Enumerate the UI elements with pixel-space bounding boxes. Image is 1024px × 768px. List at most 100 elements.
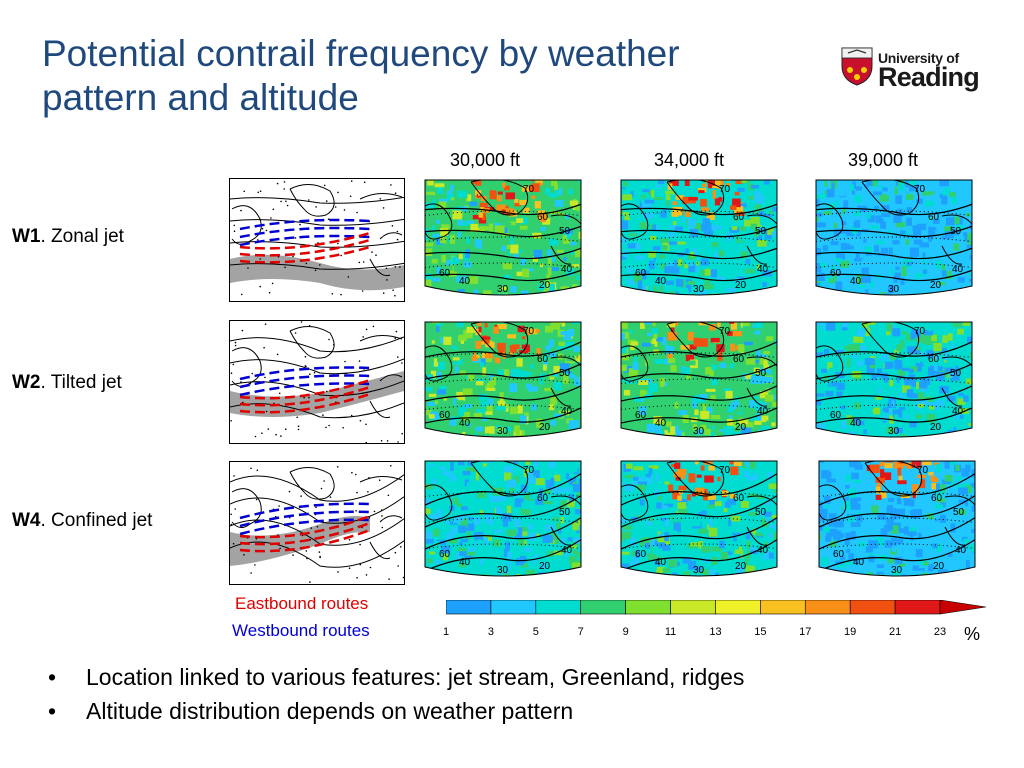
frequency-cell (758, 490, 762, 496)
frequency-cell (712, 180, 721, 188)
frequency-cell (818, 352, 823, 356)
frequency-cell (528, 577, 532, 581)
frequency-cell (831, 381, 838, 387)
frequency-cell (966, 378, 972, 385)
frequency-cell (918, 532, 922, 539)
frequency-cell (843, 200, 849, 209)
frequency-cell (637, 374, 643, 381)
frequency-cell (505, 431, 511, 437)
frequency-cell (836, 299, 846, 300)
frequency-cell (674, 402, 679, 409)
frequency-cell (968, 574, 972, 576)
frequency-cell (543, 364, 547, 371)
frequency-cell (622, 398, 627, 406)
colorbar-tick: 21 (888, 626, 902, 638)
frequency-cell (443, 265, 453, 271)
frequency-cell (662, 337, 667, 346)
frequency-cell (471, 356, 478, 361)
frequency-cell (699, 394, 708, 401)
dotted-contour-point (263, 346, 265, 349)
frequency-cell (497, 400, 506, 406)
frequency-cell (688, 197, 698, 201)
frequency-cell (673, 471, 683, 478)
frequency-cell (497, 293, 506, 295)
frequency-cell (691, 248, 699, 256)
frequency-cell (568, 556, 578, 565)
frequency-cell (855, 252, 860, 261)
frequency-cell (935, 293, 941, 295)
frequency-cell (564, 228, 573, 234)
frequency-cell (756, 235, 763, 242)
frequency-cell (521, 430, 525, 437)
frequency-cell (553, 474, 561, 482)
frequency-cell (525, 422, 536, 427)
frequency-cell (906, 296, 915, 300)
frequency-cell (464, 220, 475, 225)
frequency-cell (545, 187, 550, 195)
frequency-cell (846, 574, 855, 576)
frequency-cell (853, 222, 860, 228)
frequency-cell (716, 404, 724, 408)
frequency-cell (479, 516, 488, 524)
frequency-cell (568, 420, 579, 429)
frequency-cell (440, 337, 444, 344)
frequency-cell (892, 240, 900, 245)
frequency-cell (521, 527, 528, 535)
frequency-cell (816, 212, 823, 217)
frequency-cell (968, 213, 972, 219)
frequency-cell (878, 388, 882, 393)
frequency-cell (894, 360, 902, 368)
frequency-cell (826, 532, 836, 537)
frequency-cell (856, 231, 861, 237)
frequency-cell (458, 335, 467, 341)
frequency-cell (659, 254, 666, 259)
eastbound-route (239, 245, 371, 264)
frequency-cell (475, 381, 484, 386)
frequency-cell (549, 404, 555, 411)
frequency-cell (503, 549, 509, 558)
frequency-cell (760, 367, 770, 373)
frequency-cell (579, 529, 581, 538)
frequency-cell (663, 382, 668, 388)
frequency-cell (637, 280, 643, 289)
frequency-cell (504, 466, 513, 475)
frequency-cell (899, 378, 905, 385)
frequency-cell (816, 294, 817, 295)
university-logo: University of Reading (840, 46, 980, 96)
frequency-cell (771, 578, 779, 581)
frequency-cell (754, 330, 761, 335)
dotted-contour-point (268, 291, 271, 294)
frequency-cell (734, 217, 738, 222)
frequency-cell (889, 322, 897, 325)
frequency-cell (691, 400, 697, 409)
pressure-contours (230, 336, 404, 419)
frequency-cell (669, 180, 679, 186)
contour-label: 20 (539, 280, 551, 291)
frequency-cell (863, 239, 867, 243)
contour-label: 50 (950, 226, 962, 237)
frequency-cell (531, 195, 536, 199)
frequency-cell (920, 378, 931, 385)
frequency-cell (909, 184, 919, 192)
frequency-cell (894, 414, 899, 419)
frequency-cell (826, 203, 836, 211)
pressure-contour (425, 383, 581, 403)
frequency-cell (452, 357, 460, 361)
frequency-cell (764, 296, 767, 299)
frequency-cell (664, 370, 672, 379)
frequency-cell (481, 561, 490, 566)
frequency-cell (550, 420, 557, 426)
frequency-cell (666, 578, 674, 581)
frequency-cell (916, 198, 923, 204)
frequency-cell (581, 359, 585, 363)
frequency-cell (900, 245, 905, 252)
frequency-cell (555, 579, 559, 581)
frequency-cell (645, 476, 653, 484)
frequency-cell (450, 462, 454, 471)
frequency-cell (484, 374, 490, 381)
frequency-cell (853, 417, 859, 423)
dotted-contour-point (387, 494, 390, 497)
frequency-cell (774, 373, 777, 380)
dotted-contour-point (328, 338, 330, 341)
dotted-contour-point (297, 428, 300, 431)
